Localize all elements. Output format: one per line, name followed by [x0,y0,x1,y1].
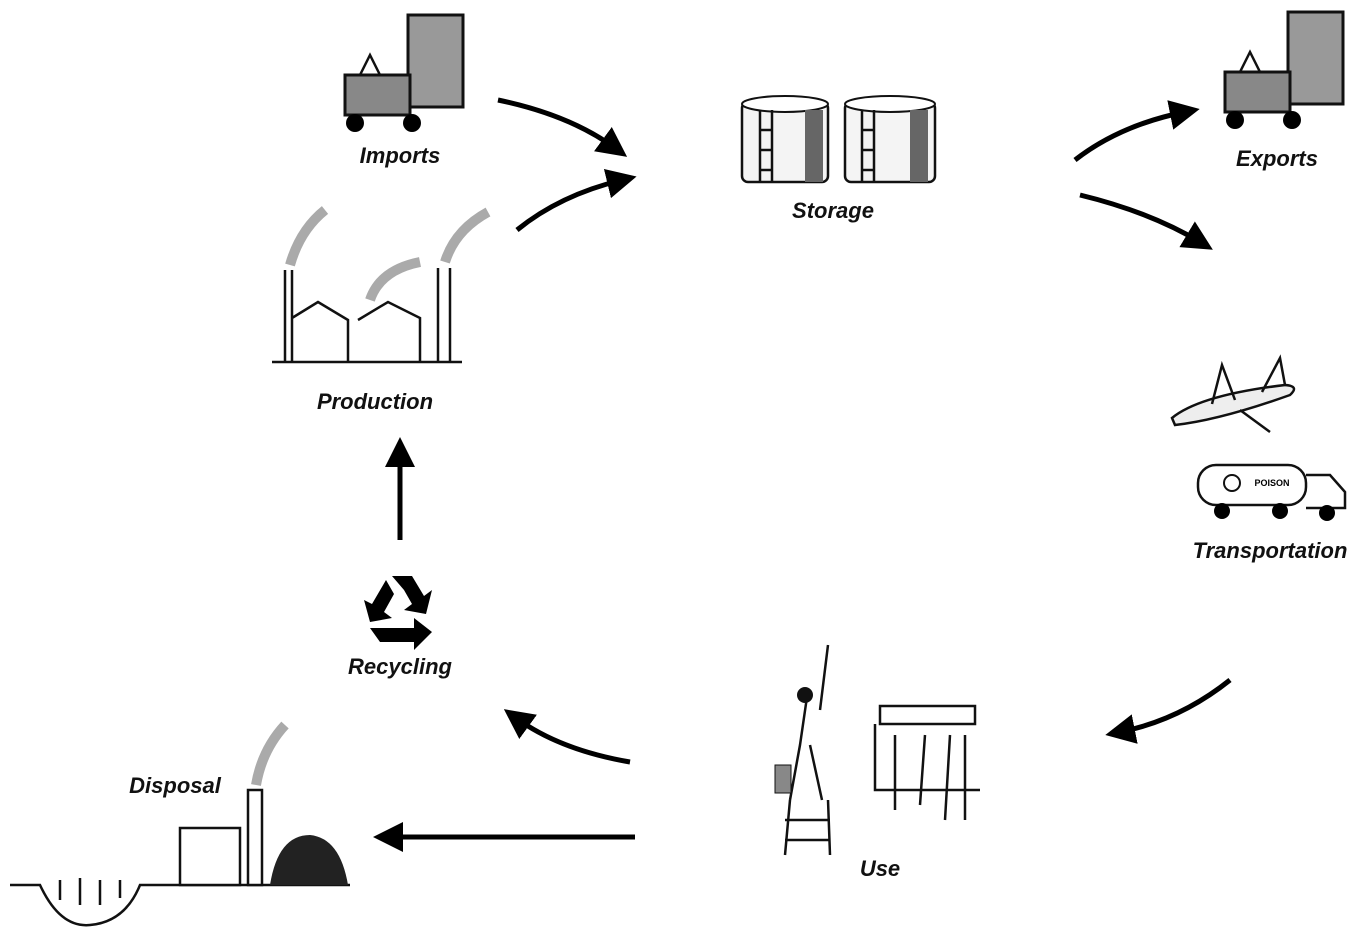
arrow [503,709,631,765]
arrows [373,97,1232,852]
node-label: Exports [1236,146,1318,171]
people-icon [774,644,980,856]
node-label: Production [317,389,433,414]
factory-icon [272,206,491,364]
plane-icon [1170,354,1296,434]
forklift-icon [1223,10,1345,129]
node-label: Storage [792,198,874,223]
forklift-icon [343,13,465,132]
arrow [497,97,628,157]
node-label: Imports [360,143,441,168]
node-label: Transportation [1193,538,1348,563]
truck-icon: POISON [1196,463,1347,521]
arrow [515,168,637,232]
disposal-icon [10,721,350,927]
arrow [1079,192,1213,250]
recycle-icon [364,576,432,650]
node-label: Use [860,856,900,881]
arrow [1073,100,1200,162]
tanks-icon [740,95,937,184]
truck-text: POISON [1254,478,1289,488]
arrow [1105,678,1232,744]
node-label: Disposal [129,773,222,798]
node-label: Recycling [348,654,452,679]
